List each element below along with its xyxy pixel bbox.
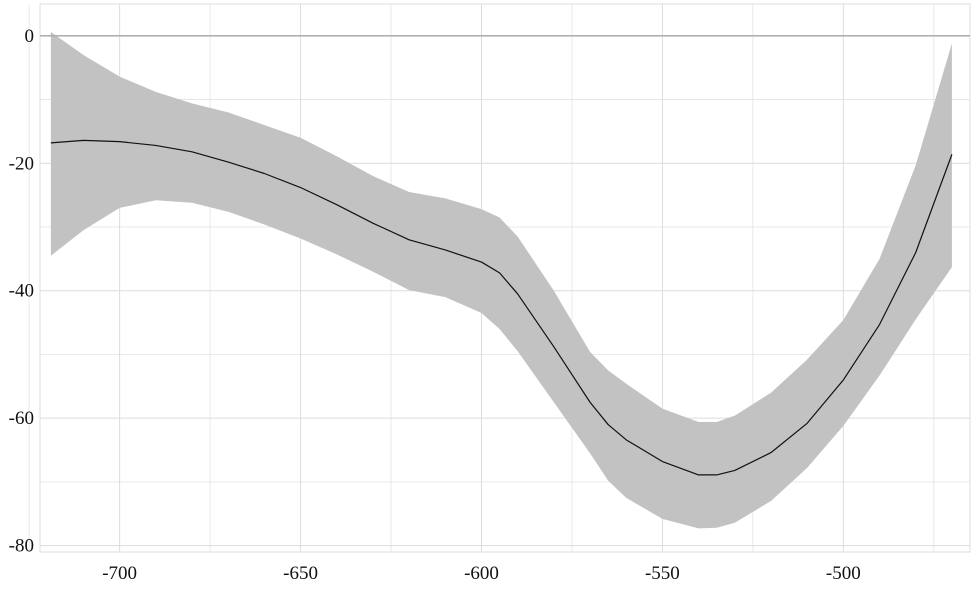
x-tick-label: -550 — [645, 563, 680, 584]
y-tick-label: -40 — [9, 281, 34, 302]
y-tick-label: -60 — [9, 408, 34, 429]
fit-line — [50, 139, 953, 476]
x-axis-tick-labels: -700 -650 -600 -550 -500 — [102, 563, 861, 584]
y-tick-label: -20 — [9, 153, 34, 174]
y-axis-tick-labels: 0 -20 -40 -60 -80 — [9, 26, 34, 557]
y-tick-label: -80 — [9, 536, 34, 557]
plot-frame — [39, 3, 971, 553]
x-tick-label: -500 — [826, 563, 861, 584]
x-tick-label: -700 — [102, 563, 137, 584]
x-tick-label: -650 — [283, 563, 318, 584]
fit-line-layer — [50, 139, 953, 476]
x-tick-label: -600 — [464, 563, 499, 584]
confidence-band — [50, 32, 952, 529]
y-tick-label: 0 — [25, 26, 35, 47]
confidence-band-layer — [50, 32, 952, 529]
